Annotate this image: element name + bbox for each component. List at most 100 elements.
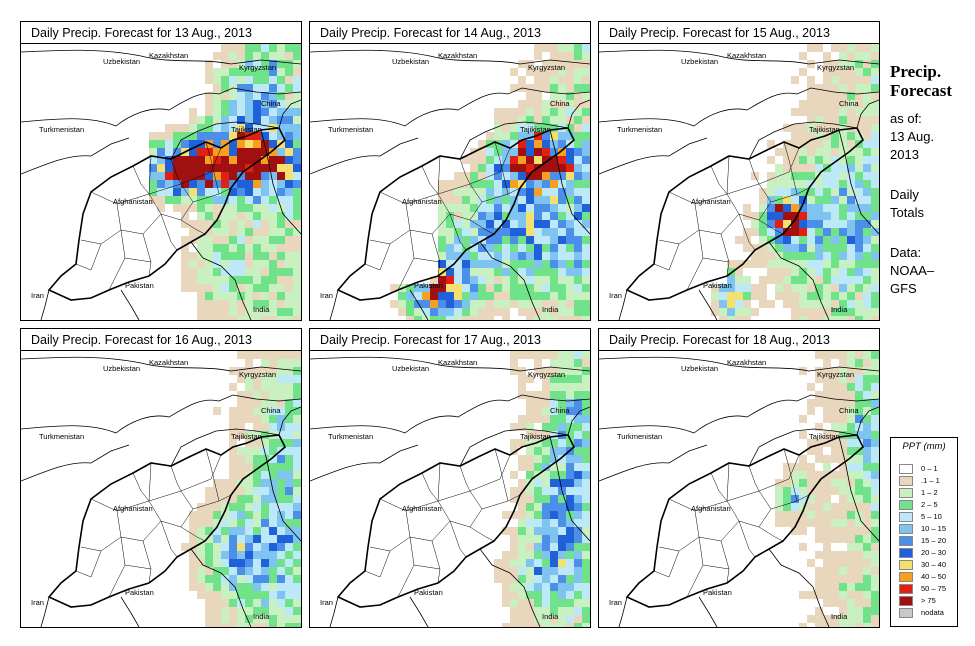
precip-cell	[863, 204, 871, 212]
legend-label: 20 – 30	[921, 548, 947, 557]
province-border	[413, 257, 441, 263]
precip-cell	[285, 607, 293, 615]
precip-cell	[582, 156, 590, 164]
precip-cell	[582, 567, 590, 575]
precip-cell	[582, 268, 590, 276]
precip-cell	[261, 527, 269, 535]
precip-cell	[205, 252, 213, 260]
precip-cell	[823, 415, 831, 423]
precip-cell	[550, 407, 558, 415]
precip-cell	[542, 415, 550, 423]
precip-cell	[269, 479, 277, 487]
precip-cell	[727, 300, 735, 308]
precip-cell	[815, 124, 823, 132]
legend-title: PPT (mm)	[902, 441, 946, 452]
precip-cell	[245, 76, 253, 84]
precip-cell	[285, 172, 293, 180]
precip-cell	[783, 220, 791, 228]
precip-cell	[229, 527, 237, 535]
border-line	[599, 394, 879, 434]
precip-cell	[855, 487, 863, 495]
precip-cell	[253, 124, 261, 132]
map-label-kyrgyzstan: Kyrgyzstan	[817, 63, 854, 72]
province-border	[459, 465, 471, 492]
legend-swatch	[899, 584, 913, 594]
precip-cell	[582, 68, 590, 76]
precip-cell	[775, 236, 783, 244]
precip-cell	[558, 76, 566, 84]
precip-cell	[518, 260, 526, 268]
precip-cell	[542, 236, 550, 244]
precip-cell	[799, 140, 807, 148]
precip-cell	[229, 260, 237, 268]
precip-cell	[719, 284, 727, 292]
precip-cell	[213, 503, 221, 511]
province-border	[686, 536, 704, 598]
border-line	[599, 356, 879, 372]
precip-cell	[807, 236, 815, 244]
precip-cell	[245, 535, 253, 543]
precip-cell	[807, 479, 815, 487]
precip-cell	[807, 132, 815, 140]
precip-cell	[510, 188, 518, 196]
precip-cell	[863, 415, 871, 423]
precip-cell	[245, 431, 253, 439]
precip-cell	[839, 92, 847, 100]
precip-cell	[863, 407, 871, 415]
precip-cell	[542, 84, 550, 92]
precip-cell	[197, 567, 205, 575]
precip-cell	[253, 252, 261, 260]
precip-cell	[863, 172, 871, 180]
precip-cell	[574, 439, 582, 447]
precip-cell	[229, 575, 237, 583]
precip-cell	[285, 236, 293, 244]
precip-cell	[847, 212, 855, 220]
precip-cell	[285, 228, 293, 236]
precip-cell	[526, 140, 534, 148]
precip-cell	[285, 308, 293, 316]
precip-cell	[229, 276, 237, 284]
precip-cell	[526, 559, 534, 567]
precip-cell	[799, 204, 807, 212]
border-line	[599, 49, 879, 65]
precip-cell	[494, 292, 502, 300]
precip-cell	[855, 244, 863, 252]
precip-cell	[277, 407, 285, 415]
precip-cell	[550, 172, 558, 180]
precip-cell	[285, 487, 293, 495]
precip-cell	[863, 116, 871, 124]
precip-cell	[470, 212, 478, 220]
precip-cell	[510, 284, 518, 292]
precip-cell	[285, 471, 293, 479]
precip-cell	[550, 228, 558, 236]
precip-cell	[550, 108, 558, 116]
precip-cell	[438, 276, 446, 284]
precip-cell	[269, 276, 277, 284]
as-of-label: as of:	[890, 111, 922, 126]
forecast-panel-aug17: Daily Precip. Forecast for 17 Aug., 2013…	[309, 328, 591, 628]
precip-cell	[205, 268, 213, 276]
precip-cell	[791, 244, 799, 252]
precip-cell	[189, 551, 197, 559]
precip-cell	[775, 511, 783, 519]
precip-cell	[839, 180, 847, 188]
precip-cell	[759, 188, 767, 196]
precip-cell	[847, 100, 855, 108]
precip-cell	[550, 188, 558, 196]
province-border	[180, 526, 206, 542]
precip-cell	[783, 244, 791, 252]
precip-cell	[815, 351, 823, 359]
precip-cell	[839, 391, 847, 399]
precip-cell	[558, 559, 566, 567]
precip-cell	[277, 236, 285, 244]
precip-cell	[245, 503, 253, 511]
precip-cell	[197, 527, 205, 535]
precip-cell	[574, 100, 582, 108]
precip-cell	[221, 44, 229, 52]
precip-cell	[293, 276, 301, 284]
precip-cell	[566, 292, 574, 300]
precip-cell	[213, 140, 221, 148]
precip-cell	[502, 148, 510, 156]
precip-cell	[855, 300, 863, 308]
precip-cell	[823, 84, 831, 92]
